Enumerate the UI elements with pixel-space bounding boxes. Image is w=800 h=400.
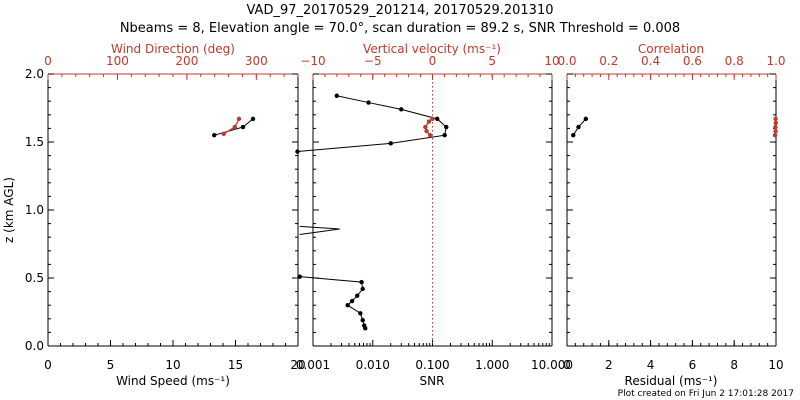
data-point [442,133,447,138]
y-tick-label: 1.0 [25,203,44,217]
y-tick-label: 2.0 [25,67,44,81]
data-point [212,133,217,138]
bottom-tick-label: 10 [768,358,783,372]
bottom-tick-label: 6 [689,358,697,372]
data-point [423,124,428,130]
data-point [399,107,404,112]
data-point [250,116,256,122]
bottom-tick-label: 0 [44,358,52,372]
top-tick-label: 0 [429,54,437,68]
bottom-tick-label: 15 [228,358,243,372]
vertical-velocity-axis-label: Vertical velocity (ms⁻¹) [363,42,501,56]
top-tick-label: −10 [300,54,325,68]
data-point [355,293,360,298]
bottom-tick-label: 10.000 [531,358,573,372]
data-point [773,116,778,122]
data-point [360,286,365,292]
panel-residual: 0 2 4 6 8 10 0.0 0.2 0.4 0.6 0.8 1.0 Residual (ms⁻¹… [557,42,785,388]
snr-axis-label: SNR [420,374,445,388]
data-point [772,133,778,138]
data-point [773,128,778,134]
wind-speed-axis-label: Wind Speed (ms⁻¹) [116,374,230,388]
data-point [773,124,778,130]
bottom-tick-label: 5 [107,358,115,372]
top-tick-label: 200 [175,54,198,68]
top-tick-label: 100 [106,54,129,68]
correlation-axis-label: Correlation [638,42,704,56]
top-tick-label: 0.6 [683,54,702,68]
panel-residual-axes: 0 2 4 6 8 10 0.0 0.2 0.4 0.6 0.8 1.0 [557,54,785,372]
data-point [583,116,589,122]
bottom-tick-label: 10 [165,358,180,372]
top-tick-label: −5 [364,54,382,68]
wind-direction-axis-label: Wind Direction (deg) [111,42,235,56]
top-tick-label: 5 [488,54,496,68]
figure-subtitle: Nbeams = 8, Elevation angle = 70.0°, sca… [120,21,680,36]
panel-snr-axes: 0.001 0.010 0.100 1.000 10.000 −10 −5 0 5 10 [295,54,573,372]
y-tick-label: 0.0 [25,339,44,353]
bottom-tick-label: 0 [563,358,571,372]
data-point [349,298,355,304]
bottom-tick-label: 20 [290,358,305,372]
data-point [427,133,433,138]
data-point [430,116,435,122]
data-point [359,279,364,285]
top-tick-label: 0.2 [599,54,618,68]
top-tick-label: 0 [44,54,52,68]
data-point [236,116,242,122]
bottom-tick-label: 0.001 [296,358,330,372]
data-point [358,311,363,316]
series-line-snr-0 [297,95,447,153]
data-point [297,274,302,279]
data-point [240,124,246,130]
figure-title: VAD_97_20170529_201214, 20170529.201310 [247,3,554,18]
y-tick-label: 1.5 [25,135,44,149]
plot-created-footer: Plot created on Fri Jun 2 17:01:28 2017 [618,389,794,399]
top-tick-label: 1.0 [766,54,785,68]
data-point [295,149,300,154]
data-point [388,141,393,146]
data-point [773,120,778,126]
residual-axis-label: Residual (ms⁻¹) [625,374,718,388]
data-point [424,128,429,134]
data-point [232,124,238,130]
series-line-snr-2 [299,276,366,329]
data-point [571,133,576,138]
bottom-tick-label: 8 [730,358,738,372]
y-axis-label: z (km AGL) [2,177,16,243]
data-point [366,100,371,105]
top-tick-label: 10 [544,54,559,68]
data-point [345,303,350,308]
data-point [360,317,365,323]
top-tick-label: 300 [245,54,268,68]
top-tick-label: 0.0 [557,54,576,68]
bottom-tick-label: 2 [605,358,613,372]
data-point [426,119,432,124]
y-tick-label: 0.5 [25,271,44,285]
data-point [334,93,339,98]
data-point [444,124,449,130]
data-point [221,131,226,137]
data-point [576,124,581,130]
series-line-snr-1 [299,225,340,235]
bottom-tick-label: 0.010 [356,358,390,372]
top-tick-label: 0.4 [641,54,660,68]
bottom-tick-label: 4 [647,358,655,372]
data-point [363,326,368,331]
bottom-tick-label: 0.100 [415,358,449,372]
panel-snr: 0.001 0.010 0.100 1.000 10.000−10 −5 0 5 10 SNR … [295,42,573,388]
bottom-tick-label: 1.000 [475,358,509,372]
top-tick-label: 0.8 [725,54,744,68]
data-point [435,116,440,122]
